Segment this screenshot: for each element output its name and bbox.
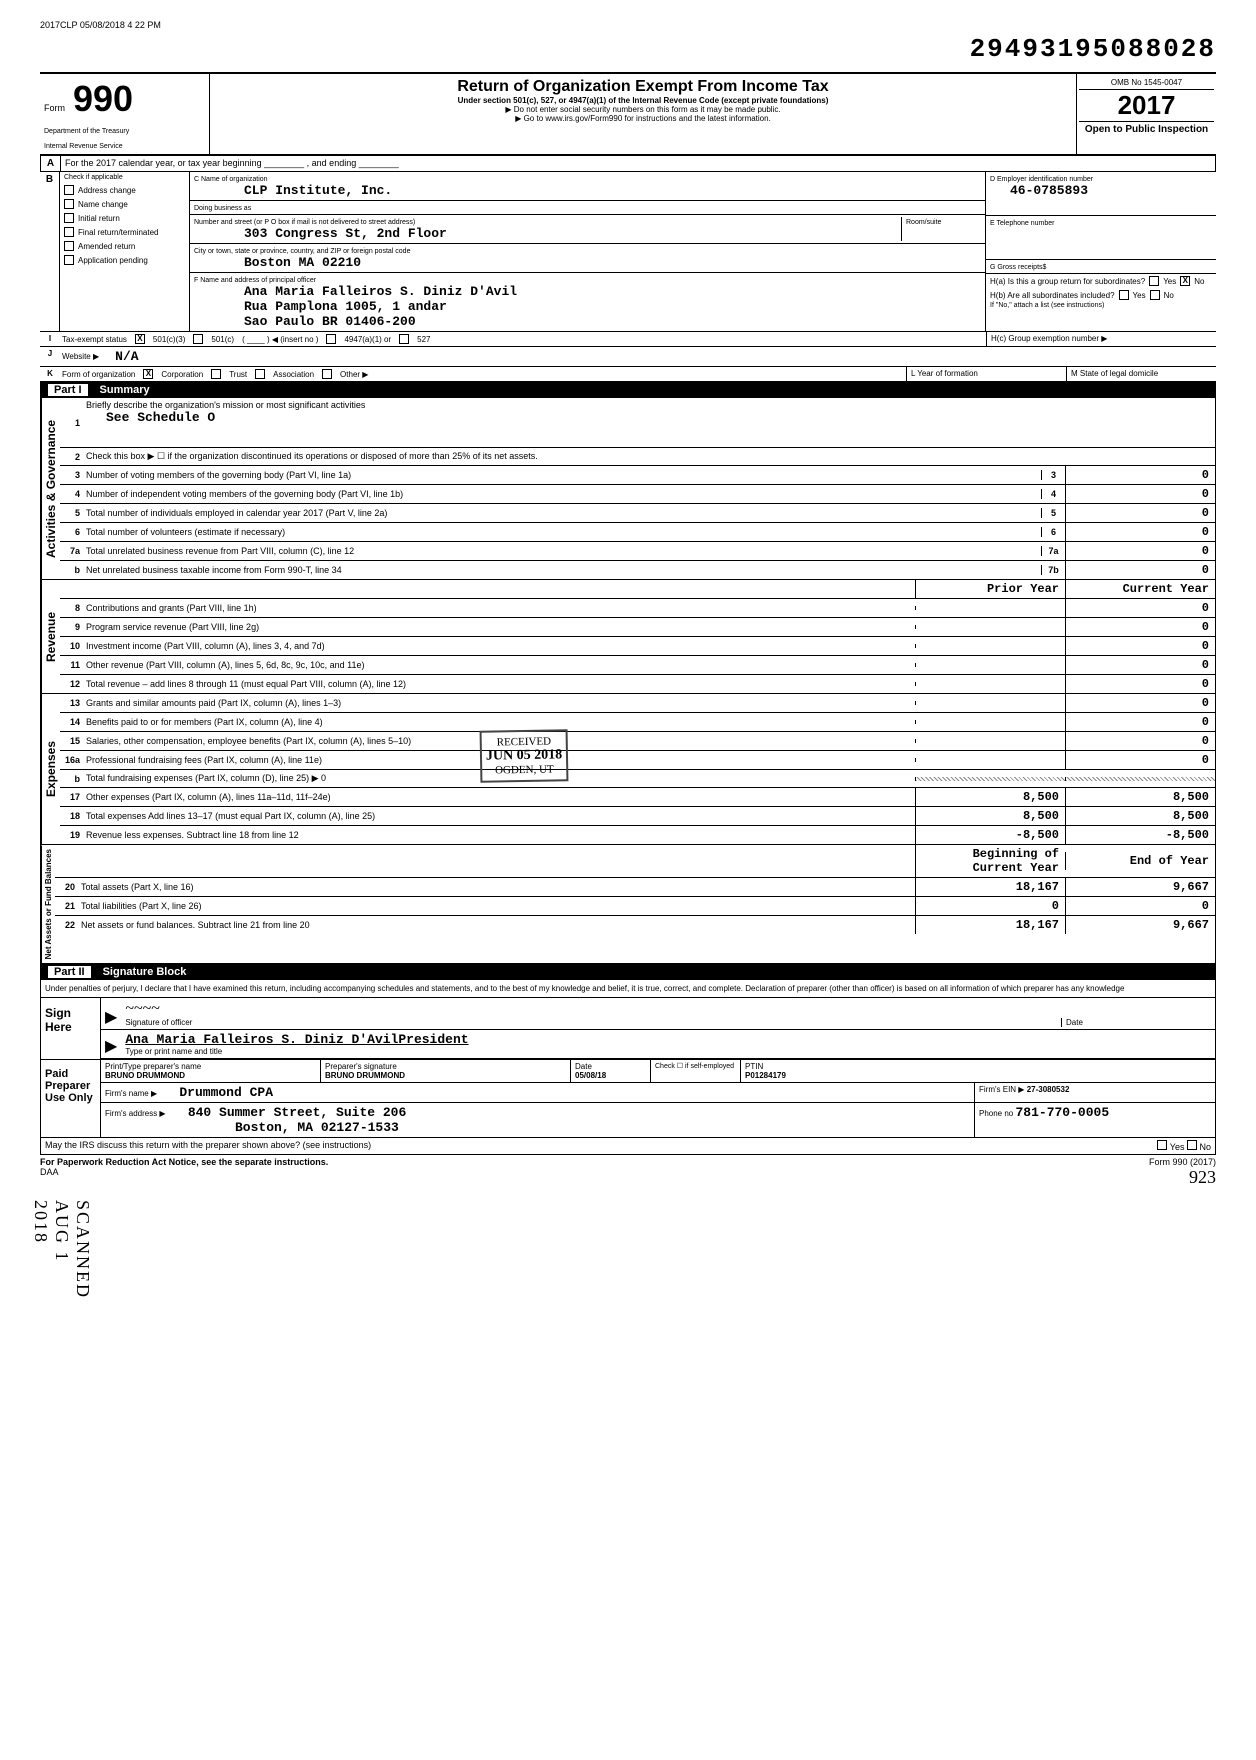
scanned-stamp: SCANNED AUG 1 2018 xyxy=(30,1200,93,1299)
officer-signature: ~~~~ xyxy=(125,1000,160,1017)
ein-label: D Employer identification number xyxy=(990,176,1093,183)
row-j-label: J xyxy=(40,347,60,366)
hb-note: If "No," attach a list (see instructions… xyxy=(990,302,1212,309)
handwritten-number: 923 xyxy=(1189,1167,1216,1187)
preparer-name: BRUNO DRUMMOND xyxy=(105,1071,185,1080)
firm-city: Boston, MA 02127-1533 xyxy=(105,1120,399,1135)
org-city: Boston MA 02210 xyxy=(194,255,361,270)
city-label: City or town, state or province, country… xyxy=(194,248,410,255)
cb-final-return[interactable]: Final return/terminated xyxy=(60,225,189,239)
officer-addr2: Sao Paulo BR 01406-200 xyxy=(194,314,416,329)
form-ref: Form 990 (2017) xyxy=(1149,1157,1216,1167)
discuss-question: May the IRS discuss this return with the… xyxy=(45,1140,1157,1152)
current-year-header: Current Year xyxy=(1065,580,1215,598)
cb-initial-return[interactable]: Initial return xyxy=(60,211,189,225)
paperwork-notice: For Paperwork Reduction Act Notice, see … xyxy=(40,1157,328,1167)
revenue-label: Revenue xyxy=(41,580,60,693)
dln-number: 29493195088028 xyxy=(970,34,1216,64)
part1-header: Part I Summary xyxy=(40,382,1216,398)
public-inspection: Open to Public Inspection xyxy=(1079,121,1214,137)
sig-declaration: Under penalties of perjury, I declare th… xyxy=(41,980,1215,998)
q1-desc: Briefly describe the organization's miss… xyxy=(86,400,365,410)
hc-label: H(c) Group exemption number ▶ xyxy=(986,332,1216,346)
officer-addr1: Rua Pamplona 1005, 1 andar xyxy=(194,299,447,314)
officer-name: Ana Maria Falleiros S. Diniz D'Avil xyxy=(194,284,517,299)
form-title: Return of Organization Exempt From Incom… xyxy=(214,78,1072,96)
tax-exempt-label: Tax-exempt status xyxy=(62,335,127,344)
officer-label: F Name and address of principal officer xyxy=(194,277,316,284)
form-org-label: Form of organization xyxy=(62,370,135,379)
row-b-label: B xyxy=(40,172,60,331)
gross-receipts-label: G Gross receipts$ xyxy=(990,264,1046,271)
self-employed: Check ☐ if self-employed xyxy=(651,1060,741,1082)
preparer-ptin: P01284179 xyxy=(745,1071,786,1080)
part2-header: Part II Signature Block xyxy=(40,964,1216,980)
firm-address: 840 Summer Street, Suite 206 xyxy=(168,1105,406,1120)
line-m: M State of legal domicile xyxy=(1066,367,1216,381)
form-prefix: Form xyxy=(44,103,65,113)
preparer-date: 05/08/18 xyxy=(575,1071,606,1080)
org-address: 303 Congress St, 2nd Floor xyxy=(194,226,447,241)
check-if-applicable: Check if applicable xyxy=(60,172,189,183)
cb-501c3 xyxy=(135,334,145,344)
cb-address-change[interactable]: Address change xyxy=(60,183,189,197)
ein-value: 46-0785893 xyxy=(990,183,1088,198)
activities-label: Activities & Governance xyxy=(41,398,60,579)
tax-year: 2017 xyxy=(1079,90,1214,121)
paid-preparer-label: Paid Preparer Use Only xyxy=(41,1060,101,1137)
cb-corporation xyxy=(143,369,153,379)
phone-label: E Telephone number xyxy=(990,220,1054,227)
line-l: L Year of formation xyxy=(906,367,1066,381)
website-value: N/A xyxy=(107,349,138,364)
row-i-label: I xyxy=(40,332,60,346)
addr-label: Number and street (or P O box if mail is… xyxy=(194,219,415,226)
dba-label: Doing business as xyxy=(194,205,251,212)
end-year-header: End of Year xyxy=(1065,852,1215,870)
form-number: 990 xyxy=(73,78,133,120)
firm-name: Drummond CPA xyxy=(159,1085,273,1100)
omb-number: OMB No 1545-0047 xyxy=(1079,76,1214,90)
ha-label: H(a) Is this a group return for subordin… xyxy=(990,277,1145,286)
org-name: CLP Institute, Inc. xyxy=(194,183,392,198)
cb-amended[interactable]: Amended return xyxy=(60,239,189,253)
header-stamp: 2017CLP 05/08/2018 4 22 PM xyxy=(40,20,1216,30)
dept-treasury: Department of the Treasury xyxy=(44,128,205,135)
beg-year-header: Beginning of Current Year xyxy=(915,845,1065,877)
cb-app-pending[interactable]: Application pending xyxy=(60,253,189,267)
row-k-label: K xyxy=(40,367,60,381)
q1-value: See Schedule O xyxy=(86,410,215,425)
firm-ein: 27-3080532 xyxy=(1027,1085,1070,1094)
officer-typed-name: Ana Maria Falleiros S. Diniz D'AvilPresi… xyxy=(125,1032,468,1047)
form-instr1: ▶ Do not enter social security numbers o… xyxy=(214,105,1072,114)
hb-label: H(b) Are all subordinates included? xyxy=(990,291,1115,300)
form-instr2: ▶ Go to www.irs.gov/Form990 for instruct… xyxy=(214,114,1072,123)
prior-year-header: Prior Year xyxy=(915,580,1065,598)
irs-label: Internal Revenue Service xyxy=(44,143,205,150)
expenses-label: Expenses xyxy=(41,694,60,844)
line-a: For the 2017 calendar year, or tax year … xyxy=(61,156,1215,171)
room-label: Room/suite xyxy=(906,219,941,226)
row-a-label: A xyxy=(41,156,61,171)
firm-phone: 781-770-0005 xyxy=(1016,1105,1110,1120)
preparer-sig: BRUNO DRUMMOND xyxy=(325,1071,405,1080)
form-header: Form 990 Department of the Treasury Inte… xyxy=(40,72,1216,156)
website-label: Website ▶ xyxy=(62,352,99,361)
sign-here: Sign Here xyxy=(41,998,101,1059)
form-subtitle: Under section 501(c), 527, or 4947(a)(1)… xyxy=(214,96,1072,105)
received-stamp: RECEIVED JUN 05 2018 OGDEN, UT xyxy=(480,729,569,783)
q2-desc: Check this box ▶ ☐ if the organization d… xyxy=(84,449,1215,464)
org-name-label: C Name of organization xyxy=(194,176,268,183)
netassets-label: Net Assets or Fund Balances xyxy=(41,845,55,963)
ha-no-checked xyxy=(1180,276,1190,286)
cb-name-change[interactable]: Name change xyxy=(60,197,189,211)
